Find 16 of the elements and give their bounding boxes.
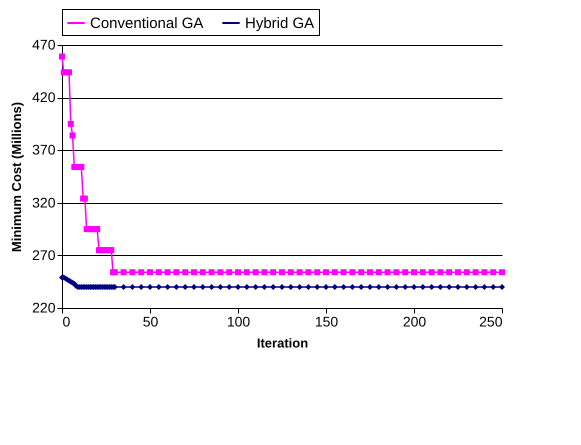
y-tick-label: 220 (32, 300, 56, 316)
legend-label: Conventional GA (90, 15, 204, 32)
x-axis-title: Iteration (256, 336, 308, 350)
y-tick-label: 320 (32, 194, 56, 210)
x-tick-label: 250 (479, 314, 503, 330)
y-axis-title: Minimum Cost (Millions) (9, 102, 24, 252)
x-tick-label: 100 (226, 314, 250, 330)
x-tick-label: 0 (62, 314, 70, 330)
y-tick-label: 470 (32, 36, 56, 52)
legend-label: Hybrid GA (245, 15, 314, 32)
x-tick-label: 200 (402, 314, 426, 330)
x-tick-label: 150 (314, 314, 338, 330)
y-tick-label: 420 (32, 89, 56, 106)
x-tick-label: 50 (142, 314, 158, 330)
y-tick-label: 370 (32, 142, 56, 158)
y-tick-label: 270 (32, 246, 56, 263)
